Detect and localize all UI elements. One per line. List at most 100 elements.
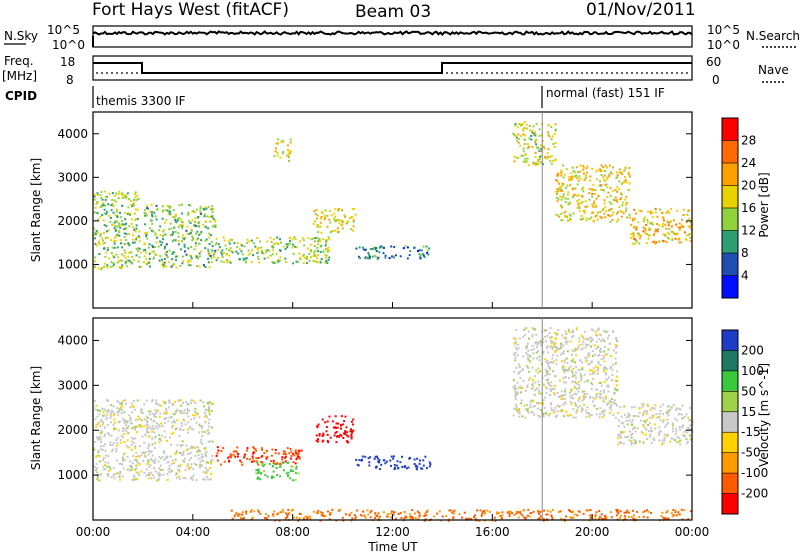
power-cell bbox=[625, 201, 628, 204]
power-cell bbox=[547, 148, 550, 151]
power-cell bbox=[580, 215, 583, 217]
velocity-cell bbox=[279, 475, 282, 478]
velocity-cell bbox=[513, 514, 516, 516]
velocity-cell bbox=[577, 400, 580, 403]
power-cell bbox=[538, 150, 541, 152]
plot-title: Fort Hays West (fitACF) bbox=[92, 0, 289, 20]
velocity-cell bbox=[513, 342, 516, 345]
velocity-cell bbox=[548, 361, 551, 364]
velocity-cell bbox=[572, 334, 575, 337]
power-cell bbox=[172, 231, 175, 234]
velocity-cell bbox=[416, 465, 419, 468]
velocity-cell bbox=[171, 403, 174, 406]
velocity-cell bbox=[538, 517, 541, 520]
power-cell bbox=[642, 226, 645, 229]
velocity-cell bbox=[150, 428, 153, 431]
velocity-cell bbox=[654, 404, 657, 407]
velocity-cell bbox=[171, 459, 174, 462]
velocity-cell bbox=[512, 414, 515, 417]
velocity-cell bbox=[339, 433, 342, 436]
power-cell bbox=[620, 215, 623, 218]
velocity-cell bbox=[578, 386, 581, 389]
velocity-cell bbox=[134, 464, 137, 467]
power-cell bbox=[523, 120, 526, 123]
velocity-cell bbox=[181, 454, 184, 457]
power-cell bbox=[135, 224, 138, 227]
velocity-cell bbox=[358, 459, 361, 462]
velocity-cell bbox=[553, 411, 556, 414]
velocity-cell bbox=[392, 455, 395, 458]
power-cell bbox=[185, 229, 188, 232]
power-cell bbox=[337, 227, 339, 230]
velocity-cell bbox=[243, 456, 246, 459]
power-cell bbox=[162, 230, 165, 233]
power-cell bbox=[314, 249, 317, 252]
power-cell bbox=[679, 226, 681, 229]
velocity-cell bbox=[597, 362, 600, 365]
velocity-cell bbox=[542, 352, 545, 355]
velocity-cell bbox=[422, 459, 425, 462]
velocity-cell bbox=[110, 411, 113, 414]
velocity-cell bbox=[97, 436, 99, 439]
velocity-cell bbox=[571, 380, 574, 383]
power-cell bbox=[531, 131, 534, 134]
velocity-cell bbox=[200, 438, 203, 441]
velocity-cell bbox=[334, 426, 337, 429]
velocity-cell bbox=[616, 509, 619, 512]
velocity-cell bbox=[517, 372, 520, 375]
power-cell bbox=[250, 239, 253, 242]
power-cell bbox=[688, 233, 690, 236]
velocity-cell bbox=[451, 511, 454, 514]
power-cell bbox=[210, 215, 213, 218]
velocity-cell bbox=[482, 510, 484, 513]
power-cell bbox=[99, 233, 102, 235]
power-cell bbox=[164, 245, 166, 248]
power-cell bbox=[256, 237, 259, 240]
velocity-cell bbox=[546, 387, 549, 390]
power-cell bbox=[359, 257, 362, 260]
power-cell bbox=[96, 201, 99, 204]
velocity-cell bbox=[521, 369, 524, 372]
power-cell bbox=[611, 214, 614, 216]
velocity-cell bbox=[254, 448, 257, 451]
power-cell bbox=[274, 262, 277, 265]
velocity-cell bbox=[293, 454, 296, 457]
velocity-cell bbox=[207, 440, 210, 443]
power-cell bbox=[529, 129, 532, 132]
velocity-cell bbox=[130, 469, 133, 471]
power-cell bbox=[169, 234, 172, 237]
power-cell bbox=[578, 175, 581, 178]
velocity-cell bbox=[612, 363, 615, 366]
velocity-cell bbox=[519, 512, 522, 515]
velocity-cell bbox=[195, 463, 198, 466]
power-cell bbox=[604, 164, 607, 167]
velocity-cell bbox=[556, 404, 559, 407]
power-cell bbox=[659, 208, 661, 211]
velocity-cell bbox=[536, 402, 539, 405]
power-cell bbox=[204, 239, 207, 242]
velocity-cell bbox=[206, 429, 209, 432]
power-cell bbox=[159, 255, 162, 258]
power-cell bbox=[120, 193, 123, 196]
velocity-cell bbox=[558, 404, 561, 407]
power-cell bbox=[542, 146, 545, 148]
velocity-cell bbox=[597, 518, 600, 520]
velocity-cell bbox=[118, 408, 121, 411]
velocity-cell bbox=[317, 440, 319, 443]
velocity-cell bbox=[616, 388, 619, 391]
power-cell bbox=[108, 192, 111, 195]
power-cell bbox=[279, 259, 282, 262]
velocity-cell bbox=[595, 347, 598, 350]
velocity-cell bbox=[592, 377, 595, 380]
velocity-cell bbox=[325, 426, 328, 428]
power-cell bbox=[295, 260, 298, 263]
velocity-cell bbox=[259, 512, 262, 515]
power-cell bbox=[276, 151, 279, 154]
velocity-cell bbox=[236, 446, 239, 449]
velocity-cell bbox=[207, 461, 210, 464]
power-cell bbox=[254, 245, 257, 248]
velocity-cell bbox=[557, 396, 560, 399]
velocity-cell bbox=[298, 456, 301, 459]
power-cell bbox=[603, 174, 606, 177]
power-cell bbox=[287, 242, 290, 245]
